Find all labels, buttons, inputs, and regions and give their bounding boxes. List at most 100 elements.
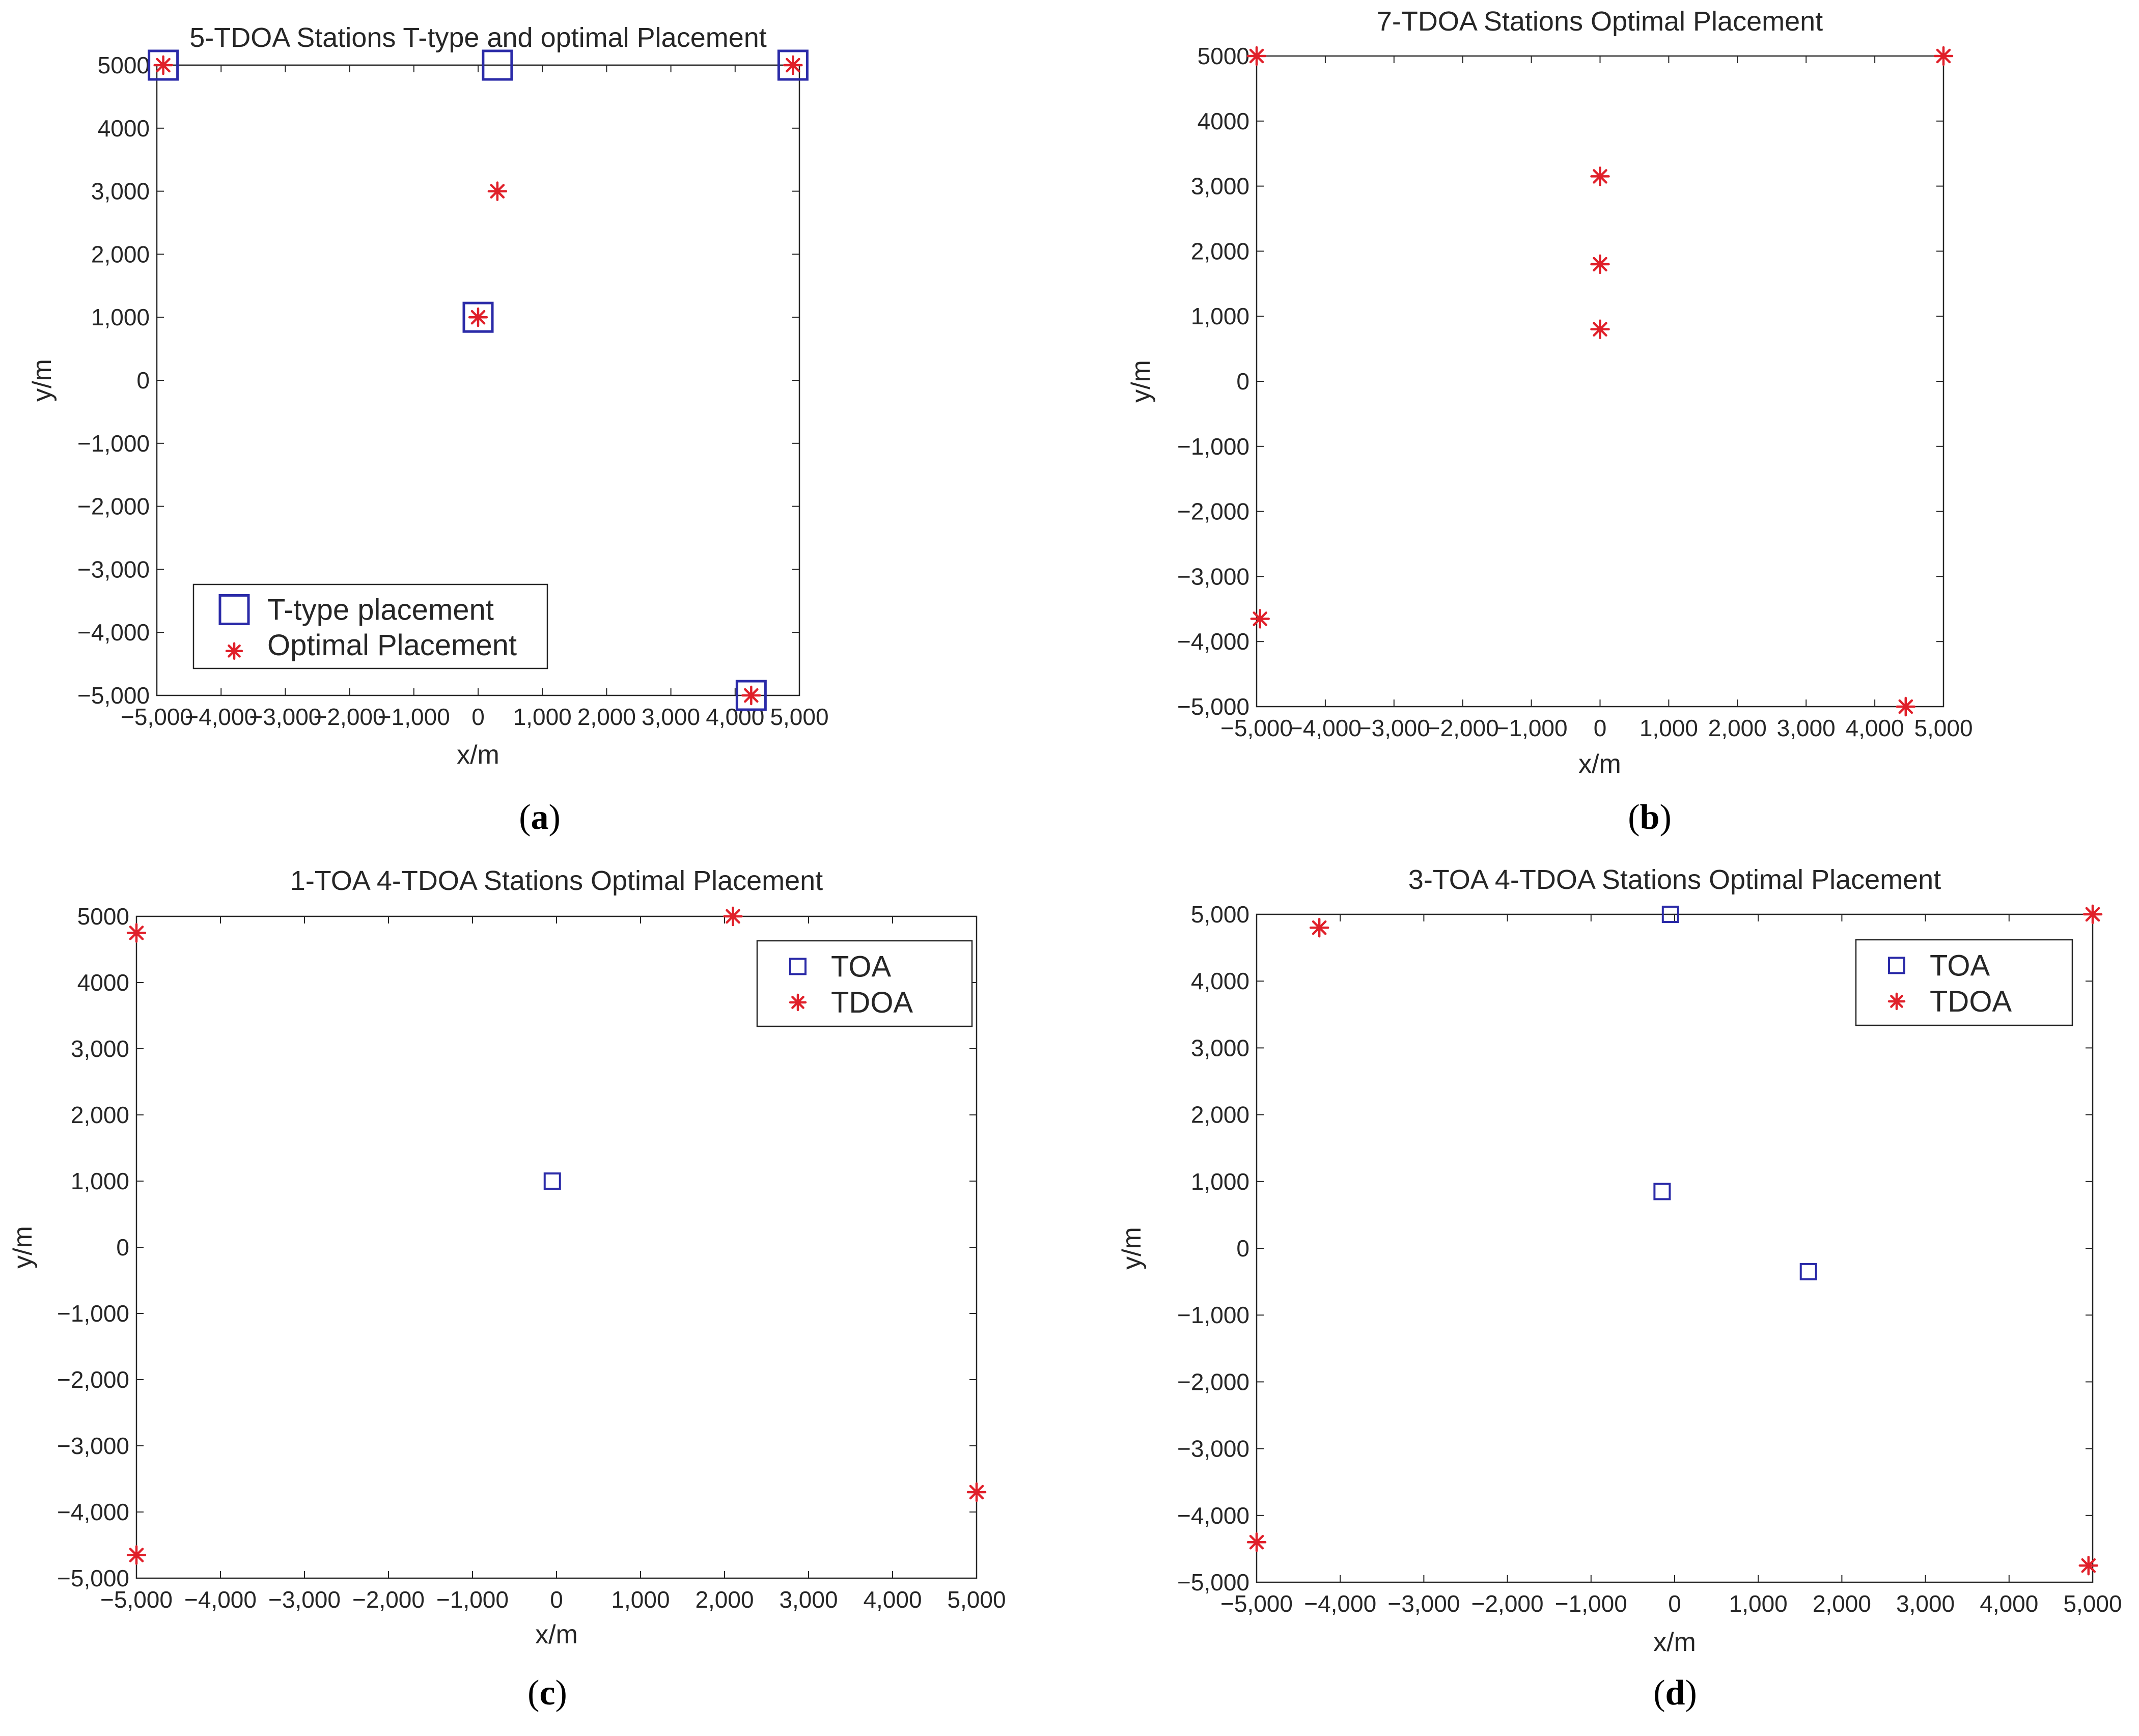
- star-marker-stroke: [726, 909, 740, 924]
- y-tick-label: −1,000: [77, 430, 150, 457]
- x-axis-label: x/m: [1653, 1628, 1696, 1657]
- x-tick-label: 5,000: [2063, 1590, 2122, 1617]
- y-tick-label: 4,000: [1191, 968, 1249, 994]
- data-point-star: [2082, 904, 2103, 925]
- data-point-square: [1653, 1183, 1671, 1200]
- star-marker-stroke: [1898, 699, 1913, 714]
- x-tick-label: 5,000: [770, 704, 828, 730]
- y-tick-label: 1,000: [71, 1168, 129, 1194]
- y-tick-label: −4,000: [1177, 628, 1249, 655]
- star-marker-stroke: [2081, 1558, 2096, 1573]
- y-tick-label: 2,000: [1191, 1102, 1249, 1128]
- x-tick-label: 5,000: [1914, 715, 1973, 741]
- data-point-square: [735, 680, 767, 711]
- caption-letter: c: [539, 1673, 555, 1713]
- x-tick-label: −1,000: [1495, 715, 1568, 741]
- legend-label: TOA: [831, 950, 891, 983]
- y-tick-label: 3,000: [1191, 173, 1249, 200]
- star-marker-stroke: [2085, 907, 2100, 922]
- panel-caption: (a): [519, 798, 561, 837]
- caption-open-paren: (: [519, 798, 531, 837]
- x-tick-label: −5,000: [121, 704, 193, 730]
- panel-caption: (d): [1653, 1673, 1697, 1713]
- y-axis-label: y/m: [8, 1226, 38, 1269]
- data-point-square: [1799, 1263, 1817, 1280]
- y-axis-label: y/m: [1117, 1227, 1147, 1270]
- legend-star-icon: [225, 642, 243, 660]
- x-tick-label: −5,000: [1220, 1590, 1293, 1617]
- x-tick-label: −2,000: [314, 704, 386, 730]
- x-tick-label: −3,000: [249, 704, 321, 730]
- data-point-star: [126, 1545, 147, 1565]
- legend-box: [192, 583, 548, 669]
- y-tick-label: 1,000: [1191, 303, 1249, 329]
- data-point-star: [126, 923, 147, 943]
- x-tick-label: −2,000: [1427, 715, 1499, 741]
- x-tick-label: 0: [550, 1586, 563, 1613]
- star-marker-stroke: [1593, 322, 1607, 337]
- legend-label: TDOA: [831, 986, 913, 1019]
- legend-box: [756, 940, 973, 1027]
- star-marker-stroke: [1249, 1535, 1264, 1550]
- y-tick-label: 0: [136, 367, 150, 394]
- x-tick-label: −1,000: [436, 1586, 509, 1613]
- y-tick-label: 1,000: [91, 304, 150, 330]
- legend-square-icon: [218, 594, 250, 625]
- star-marker-stroke: [228, 644, 241, 658]
- x-tick-label: −4,000: [1304, 1590, 1376, 1617]
- star-marker-stroke: [1312, 920, 1327, 935]
- legend-square-icon: [789, 958, 807, 975]
- data-point-star: [1246, 46, 1267, 66]
- y-tick-label: 1,000: [1191, 1168, 1249, 1195]
- star-marker-stroke: [490, 184, 505, 199]
- chart-panel-a: −5,000−4,000−3,000−2,000−1,000 0 1,000 2,00…: [27, 22, 829, 837]
- star-marker-stroke: [1253, 611, 1268, 626]
- x-tick-label: 2,000: [695, 1586, 754, 1613]
- data-point-star: [1933, 46, 1954, 66]
- y-tick-label: −3,000: [57, 1433, 129, 1459]
- x-tick-label: −5,000: [1220, 715, 1293, 741]
- x-tick-label: −3,000: [268, 1586, 341, 1613]
- series-t-type-placement: [148, 49, 809, 711]
- y-tick-label: −2,000: [77, 493, 150, 520]
- chart-title: 3-TOA 4-TDOA Stations Optimal Placement: [1408, 864, 1941, 895]
- panel-caption: (b): [1628, 798, 1672, 837]
- y-tick-label: 3,000: [1191, 1034, 1249, 1061]
- data-point-star: [487, 181, 508, 201]
- data-point-star: [468, 307, 488, 327]
- data-point-star: [966, 1482, 987, 1502]
- y-tick-label: 0: [1236, 1235, 1249, 1262]
- y-tick-label: −3,000: [1177, 563, 1249, 590]
- y-axis-ticks: 5000 4000 3,000 2,000 1,000 0 −1,000 −2,000 −3,0…: [77, 52, 799, 709]
- y-tick-label: 2,000: [71, 1102, 129, 1128]
- y-axis-label: y/m: [1126, 360, 1156, 403]
- x-tick-label: 1,000: [611, 1586, 670, 1613]
- y-tick-label: −4,000: [77, 619, 150, 646]
- legend-star-icon: [1887, 992, 1906, 1011]
- y-axis-ticks: 5000 4000 3,000 2,000 1,000 0 −1,000 −2,000 −3,0…: [1177, 43, 1943, 720]
- x-tick-label: 5,000: [947, 1586, 1006, 1613]
- x-tick-label: 3,000: [779, 1586, 838, 1613]
- chart-title: 5-TDOA Stations T-type and optimal Place…: [189, 22, 767, 53]
- y-tick-label: −1,000: [57, 1300, 129, 1327]
- data-point-star: [1250, 609, 1270, 629]
- caption-letter: a: [531, 798, 549, 837]
- x-tick-label: −4,000: [184, 1586, 257, 1613]
- x-tick-label: 0: [1668, 1590, 1681, 1617]
- star-marker-stroke: [1936, 48, 1951, 64]
- y-tick-label: 2,000: [1191, 238, 1249, 264]
- series-toa: [1653, 906, 1817, 1280]
- caption-letter: b: [1640, 798, 1660, 837]
- x-tick-label: 0: [1594, 715, 1607, 741]
- y-tick-label: 5000: [77, 903, 129, 930]
- star-marker-stroke: [129, 1548, 144, 1562]
- caption-open-paren: (: [527, 1673, 539, 1713]
- y-tick-label: 4000: [98, 115, 150, 142]
- data-point-star: [1309, 917, 1329, 938]
- x-tick-label: 1,000: [1640, 715, 1698, 741]
- legend-label: TDOA: [1930, 985, 2012, 1018]
- x-tick-label: −3,000: [1387, 1590, 1460, 1617]
